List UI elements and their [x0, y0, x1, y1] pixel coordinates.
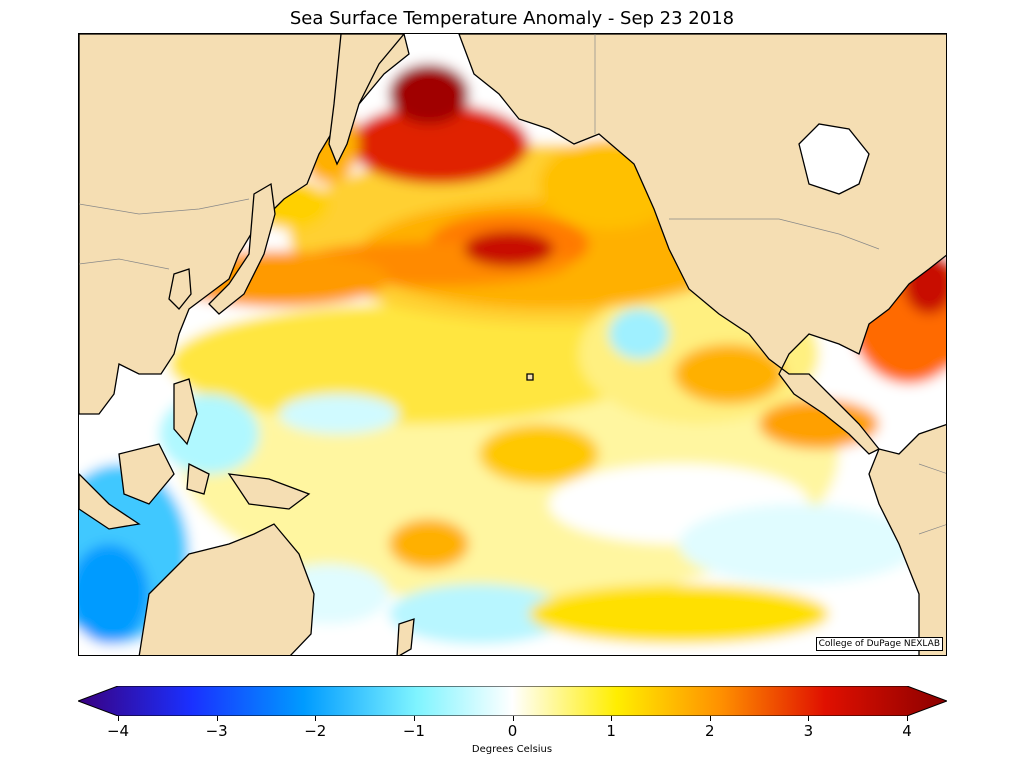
country-borders: [79, 34, 946, 535]
credit-label: College of DuPage NEXLAB: [815, 637, 943, 651]
colorbar-tick-label: −1: [402, 722, 425, 740]
colorbar-tickmark: [512, 716, 514, 721]
colorbar-tickmark: [118, 716, 119, 721]
colorbar-tick-label: −3: [205, 722, 228, 740]
map-canvas: [79, 34, 946, 655]
colorbar-label: Degrees Celsius: [471, 744, 553, 755]
colorbar-tick-label: 3: [803, 722, 814, 740]
colorbar-tickmark: [216, 716, 218, 721]
colorbar-tickmark: [907, 716, 908, 721]
colorbar-tickmark: [709, 716, 711, 721]
colorbar-tick-label: −4: [106, 722, 130, 740]
colorbar-tick-label: −2: [304, 722, 327, 740]
colorbar-tickmark: [413, 716, 415, 721]
sst-anomaly-map: College of DuPage NEXLAB: [78, 33, 947, 656]
colorbar-tick-label: 4: [902, 722, 912, 740]
colorbar-tick-label: 1: [606, 722, 616, 740]
colorbar-tick-label: 0: [507, 722, 518, 740]
colorbar-tick-label: 2: [704, 722, 715, 740]
colorbar-tickmark: [808, 716, 810, 721]
map-title: Sea Surface Temperature Anomaly - Sep 23…: [289, 8, 735, 29]
colorbar-tickmark: [611, 716, 613, 721]
land-masses: [79, 34, 946, 655]
colorbar-tickmark: [315, 716, 317, 721]
colorbar: [78, 686, 947, 716]
